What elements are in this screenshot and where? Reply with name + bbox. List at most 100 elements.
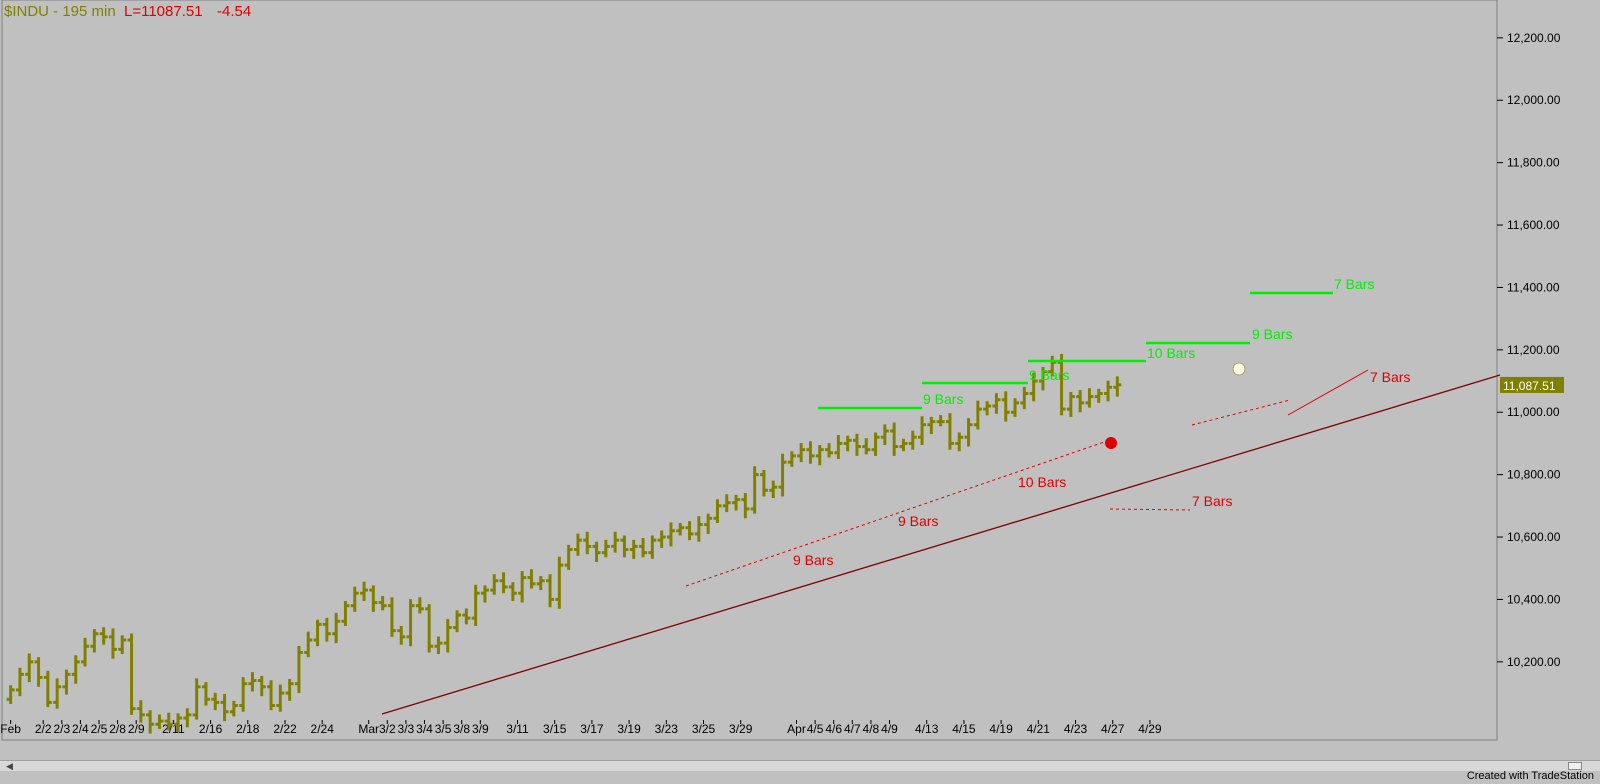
scroll-left-icon[interactable]: ◀ <box>6 761 13 771</box>
price-bar <box>1048 355 1057 377</box>
x-tick-label: 2/18 <box>236 722 260 736</box>
price-bar <box>369 585 378 612</box>
price-bar <box>406 599 415 647</box>
price-bar <box>480 585 489 603</box>
price-bar <box>397 625 406 645</box>
change-readout: -4.54 <box>217 3 252 20</box>
price-bar <box>108 628 117 659</box>
x-tick-label: 2/3 <box>53 722 70 736</box>
x-tick-label: 3/17 <box>580 722 604 736</box>
price-bar <box>852 433 861 456</box>
price-bar <box>518 571 527 603</box>
x-tick-label: 2/22 <box>273 722 297 736</box>
red-projection-line <box>1287 369 1369 416</box>
price-bar <box>1113 376 1122 397</box>
price-bar <box>769 480 778 499</box>
green-bars-label: 7 Bars <box>1334 276 1374 292</box>
x-tick-label: 4/29 <box>1138 722 1162 736</box>
price-bar <box>239 677 248 712</box>
x-tick-label: 3/29 <box>729 722 753 736</box>
price-bar <box>629 539 638 559</box>
x-tick-label: 2/4 <box>72 722 89 736</box>
price-bar <box>648 535 657 559</box>
price-bar <box>387 597 396 637</box>
price-bar <box>741 493 750 519</box>
symbol-title: $INDU - 195 min <box>4 3 116 20</box>
red-bars-label: 7 Bars <box>1192 493 1232 509</box>
x-tick-label: 3/15 <box>543 722 567 736</box>
red-bars-label: 9 Bars <box>898 513 938 529</box>
y-tick-label: 10,600.00 <box>1507 530 1561 544</box>
x-tick-label: 3/11 <box>506 722 529 736</box>
price-bar <box>90 629 99 653</box>
price-bar <box>415 597 424 614</box>
price-bar <box>1104 380 1113 402</box>
y-tick-label: 10,200.00 <box>1507 655 1561 669</box>
price-bar <box>536 576 545 591</box>
red-bars-label: 7 Bars <box>1370 369 1410 385</box>
green-bars-label: 10 Bars <box>1147 345 1195 361</box>
price-bar <box>378 596 387 611</box>
price-bar <box>732 494 741 511</box>
y-tick-label: 11,800.00 <box>1507 156 1560 170</box>
price-bar <box>778 453 787 497</box>
price-bar <box>276 684 285 712</box>
price-bar <box>1038 367 1047 391</box>
green-bars-label: 9 Bars <box>923 391 963 407</box>
price-bar <box>815 445 824 466</box>
price-bar <box>453 610 462 633</box>
sell-marker-icon <box>1105 437 1117 449</box>
price-bar <box>462 608 471 625</box>
price-bar <box>759 469 768 497</box>
price-bar <box>871 432 880 456</box>
dotted-trendline-short <box>1191 399 1291 426</box>
price-bar <box>657 530 666 548</box>
horizontal-scrollbar[interactable]: ◀ <box>0 760 1600 771</box>
y-tick-label: 10,400.00 <box>1507 592 1561 606</box>
price-bar <box>248 672 257 692</box>
price-bar <box>1057 353 1066 416</box>
x-tick-label: 4/15 <box>952 722 976 736</box>
x-tick-label: 3/2 <box>379 722 396 736</box>
price-bar <box>945 413 954 450</box>
price-bar <box>564 544 573 570</box>
x-tick-label: 3/25 <box>692 722 716 736</box>
price-bar <box>546 574 555 608</box>
price-bar <box>787 451 796 467</box>
price-bar <box>341 601 350 626</box>
plot-frame <box>1 0 1498 741</box>
x-tick-label: 3/8 <box>453 722 470 736</box>
price-bar <box>704 513 713 534</box>
x-tick-label: Mar <box>358 722 379 736</box>
x-tick-label: 2/8 <box>109 722 126 736</box>
price-bar <box>964 418 973 447</box>
price-bar <box>611 531 620 553</box>
price-bar <box>62 669 71 695</box>
y-tick-label: 11,400.00 <box>1507 280 1560 294</box>
price-bar <box>164 712 173 731</box>
price-bar <box>285 679 294 701</box>
scrollbar-thumb[interactable] <box>1568 762 1582 770</box>
price-bar <box>211 692 220 711</box>
price-bar <box>927 416 936 435</box>
x-tick-label: 4/19 <box>989 722 1013 736</box>
x-tick-label: 2/9 <box>128 722 145 736</box>
x-tick-label: 2/2 <box>35 722 52 736</box>
price-bar <box>592 541 601 562</box>
price-bar <box>34 657 43 687</box>
x-tick-label: 4/5 <box>807 722 824 736</box>
price-bar <box>332 612 341 644</box>
price-bar <box>573 533 582 556</box>
y-tick-label: 12,200.00 <box>1507 31 1561 45</box>
red-bars-label: 9 Bars <box>793 552 833 568</box>
price-bar <box>1020 386 1029 410</box>
x-tick-label: 2/5 <box>91 722 108 736</box>
x-tick-label: 2/11 <box>162 722 185 736</box>
price-bar <box>1066 391 1075 417</box>
x-tick-label: 4/21 <box>1027 722 1051 736</box>
price-bar <box>880 424 889 445</box>
y-tick-label: 11,600.00 <box>1507 218 1560 232</box>
price-bar <box>360 581 369 601</box>
price-chart[interactable]: 12,200.00 12,000.00 11,800.00 11,600.00 11,4… <box>0 0 1600 760</box>
x-tick-label: 3/5 <box>435 722 452 736</box>
